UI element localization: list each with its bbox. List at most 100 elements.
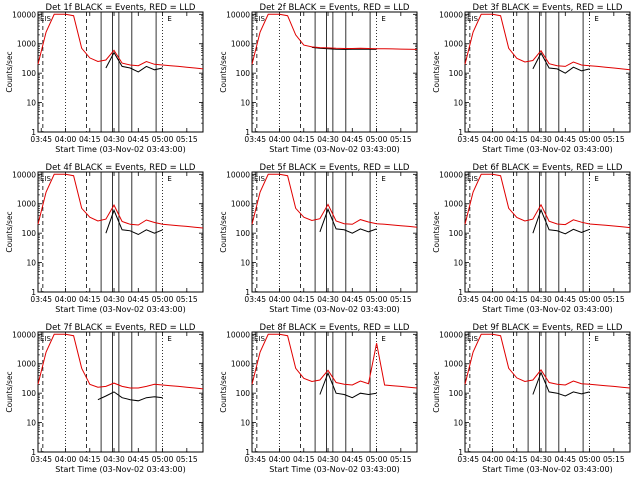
panel-title: Det 8f BLACK = Events, RED = LLD [260,323,410,333]
y-tick-label: 1000 [444,200,463,209]
x-tick-label: 05:00 [152,135,174,144]
y-axis-label: Counts/sec [5,371,14,412]
corner-mark-right: E [381,335,385,343]
x-tick-label: 05:15 [603,135,625,144]
x-tick-label: 04:15 [79,455,101,464]
y-tick-label: 1000 [17,40,36,49]
x-tick-label: 05:15 [390,135,412,144]
x-tick-label: 04:30 [530,455,552,464]
x-tick-label: 04:45 [341,295,363,304]
x-tick-label: 05:00 [579,135,601,144]
plot-frame [37,171,204,293]
panel-2: Det 2f BLACK = Events, RED = LLD 1 10 100 10… [219,3,418,154]
x-tick-label: 04:45 [127,135,149,144]
y-axis-label: Counts/sec [432,211,441,252]
corner-mark-right: E [594,175,598,183]
x-tick-label: 03:45 [244,295,266,304]
y-tick-label: 100 [449,389,464,398]
x-tick-label: 04:00 [482,455,504,464]
series-events-line [97,391,163,402]
plot-frame [251,331,418,453]
x-tick-label: 04:15 [293,455,315,464]
panel-1: Det 1f BLACK = Events, RED = LLD 1 10 100 10… [5,3,204,154]
x-tick-label: 04:30 [317,455,339,464]
y-tick-label: 1000 [231,200,250,209]
x-tick-label: 03:45 [30,295,52,304]
y-tick-label: 1 [245,448,250,457]
y-tick-label: 10 [240,259,250,268]
x-tick-label: 04:45 [554,135,576,144]
corner-mark-left: EIS [40,335,51,343]
x-tick-label: 05:15 [390,455,412,464]
y-tick-label: 100 [236,389,251,398]
panel-title: Det 5f BLACK = Events, RED = LLD [260,163,410,173]
corner-mark-right: E [594,335,598,343]
corner-mark-right: E [167,175,171,183]
corner-mark-right: E [381,15,385,23]
series-events-line [311,46,377,50]
x-tick-label: 05:00 [366,135,388,144]
y-tick-label: 1 [458,128,463,137]
x-tick-label: 03:45 [457,455,479,464]
panel-4: Det 4f BLACK = Events, RED = LLD 1 10 100 10… [5,163,204,314]
panel-title: Det 3f BLACK = Events, RED = LLD [473,3,623,13]
y-axis-label: Counts/sec [219,211,228,252]
series-lld-line [37,333,204,390]
y-tick-label: 100 [22,69,37,78]
y-tick-label: 10000 [226,170,250,179]
y-tick-label: 10000 [439,330,463,339]
plot-frame [464,171,631,293]
x-tick-label: 05:15 [603,455,625,464]
y-tick-label: 100 [236,69,251,78]
x-tick-label: 04:15 [293,295,315,304]
x-tick-label: 04:00 [269,135,291,144]
x-tick-label: 04:00 [55,135,77,144]
x-tick-label: 04:15 [506,295,528,304]
x-axis-label: Start Time (03-Nov-02 03:43:00) [269,145,399,154]
x-tick-label: 04:00 [269,455,291,464]
y-tick-label: 10 [26,419,36,428]
series-events-line [532,52,590,74]
x-tick-label: 05:15 [176,455,198,464]
y-tick-label: 10 [453,99,463,108]
y-tick-label: 10000 [226,10,250,19]
x-tick-label: 04:00 [269,295,291,304]
x-tick-label: 04:00 [55,295,77,304]
panel-8: Det 8f BLACK = Events, RED = LLD 1 10 100 10… [219,323,418,474]
y-axis-label: Counts/sec [432,371,441,412]
x-axis-label: Start Time (03-Nov-02 03:43:00) [269,305,399,314]
y-tick-label: 1000 [17,360,36,369]
x-tick-label: 04:30 [103,455,125,464]
y-tick-label: 100 [236,229,251,238]
plot-frame [251,11,418,133]
y-tick-label: 10000 [12,330,36,339]
x-tick-label: 05:00 [366,295,388,304]
corner-mark-right: E [381,175,385,183]
x-tick-label: 05:00 [579,295,601,304]
y-tick-label: 10000 [226,330,250,339]
panel-3: Det 3f BLACK = Events, RED = LLD 1 10 100 10… [432,3,631,154]
panel-title: Det 9f BLACK = Events, RED = LLD [473,323,623,333]
panel-9: Det 9f BLACK = Events, RED = LLD 1 10 100 10… [432,323,631,474]
x-tick-label: 03:45 [457,135,479,144]
x-axis-label: Start Time (03-Nov-02 03:43:00) [482,465,612,474]
plot-frame [464,11,631,133]
plot-frame [251,171,418,293]
series-lld-line [464,13,631,71]
y-axis-label: Counts/sec [5,211,14,252]
corner-mark-left: EIS [40,15,51,23]
plot-frame [37,11,204,133]
y-axis-label: Counts/sec [432,51,441,92]
x-tick-label: 05:00 [579,455,601,464]
panel-5: Det 5f BLACK = Events, RED = LLD 1 10 100 10… [219,163,418,314]
x-tick-label: 04:45 [341,135,363,144]
panel-title: Det 1f BLACK = Events, RED = LLD [46,3,196,13]
panel-title: Det 6f BLACK = Events, RED = LLD [473,163,623,173]
x-tick-label: 03:45 [457,295,479,304]
y-tick-label: 10000 [12,170,36,179]
x-tick-label: 05:15 [603,295,625,304]
y-tick-label: 1 [31,128,36,137]
y-tick-label: 10 [453,259,463,268]
x-axis-label: Start Time (03-Nov-02 03:43:00) [269,465,399,474]
